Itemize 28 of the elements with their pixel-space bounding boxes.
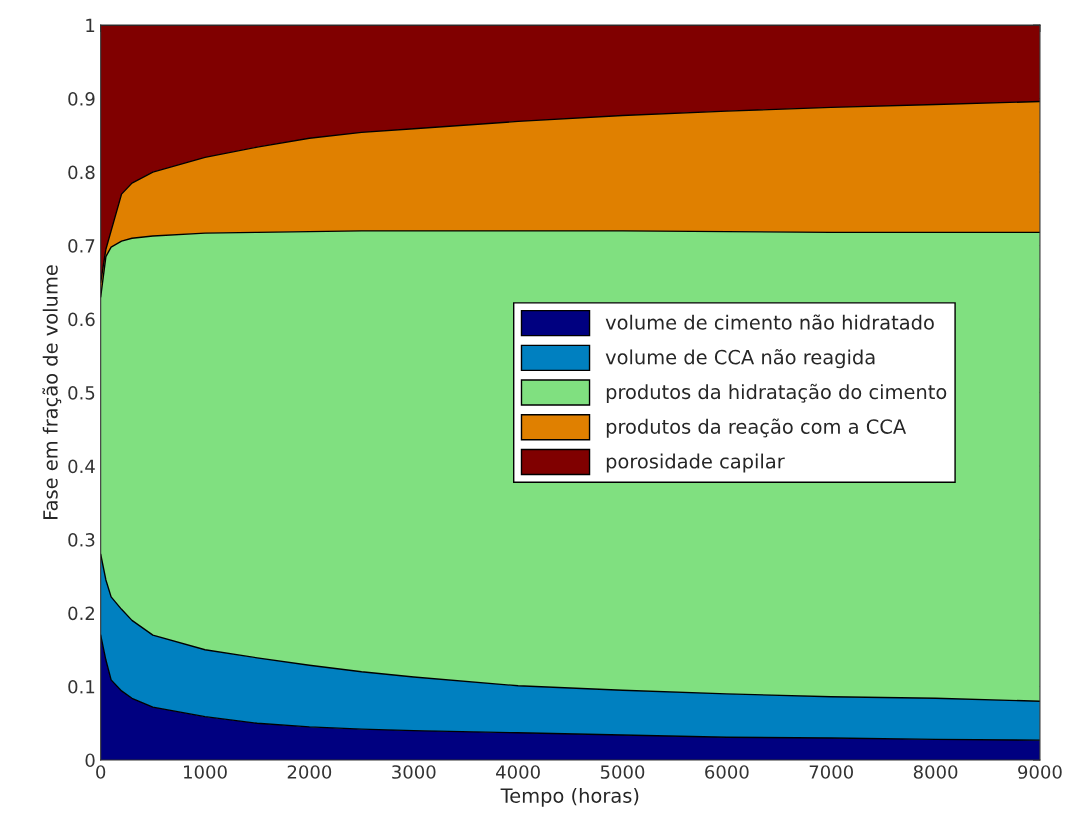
y-tick-label: 0.9 — [68, 92, 95, 106]
x-tick-label: 3000 — [392, 765, 436, 779]
x-tick-label: 4000 — [496, 765, 540, 779]
y-axis-title: Fase em fração de volume — [42, 265, 62, 519]
x-tick-label: 1000 — [184, 765, 227, 779]
x-tick-label: 6000 — [705, 765, 749, 779]
y-tick-label: 1 — [86, 18, 95, 32]
x-tick-label: 8000 — [913, 765, 958, 779]
legend-label: produtos da reação com a CCA — [606, 418, 907, 438]
legend-label: produtos da hidratação do cimento — [606, 383, 947, 403]
y-tick-label: 0.1 — [68, 679, 95, 694]
y-tick-label: 0.6 — [68, 312, 95, 327]
x-axis-title: Tempo (horas) — [500, 787, 639, 807]
y-tick-label: 0.7 — [68, 239, 95, 253]
y-tick-label: 0.8 — [68, 165, 95, 180]
legend-label: volume de cimento não hidratado — [605, 314, 934, 330]
y-tick-label: 0 — [85, 753, 95, 768]
x-tick-label: 7000 — [809, 765, 853, 779]
y-tick-label: 0.2 — [68, 606, 95, 621]
legend-label: volume de CCA não reagida — [605, 349, 875, 369]
y-tick-label: 0.4 — [68, 459, 95, 474]
x-tick-label: 5000 — [600, 765, 645, 779]
y-tick-label: 0.3 — [68, 532, 95, 547]
legend-label: porosidade capilar — [606, 453, 785, 473]
x-tick-label: 9000 — [1018, 765, 1062, 779]
x-tick-label: 0 — [96, 765, 106, 779]
y-tick-label: 0.5 — [68, 386, 95, 400]
x-tick-label: 2000 — [287, 765, 332, 779]
